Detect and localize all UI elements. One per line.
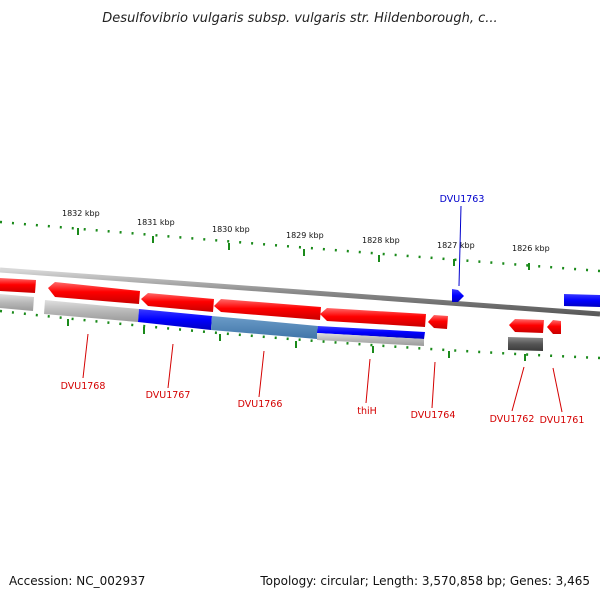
feature-steel	[211, 316, 318, 339]
gene-arrow-dvu1762[interactable]	[509, 319, 544, 333]
scale-tick	[143, 327, 145, 334]
gene-label-dvu1764[interactable]: DVU1764	[411, 410, 456, 421]
leader-line	[552, 367, 563, 413]
gene-arrow-dvu1763[interactable]	[452, 289, 464, 302]
scale-tick	[448, 351, 450, 358]
leader-line	[167, 343, 174, 389]
kbp-tick	[77, 228, 79, 235]
plus-strand-genes	[452, 289, 600, 307]
gene-label-dvu1763[interactable]: DVU1763	[440, 194, 485, 205]
kbp-label: 1831 kbp	[137, 218, 175, 227]
gene-labels: DVU1768 DVU1767 DVU1766 thiH DVU1764 DVU…	[61, 194, 585, 426]
accession-label: Accession: NC_002937	[9, 574, 146, 588]
map-title: Desulfovibrio vulgaris subsp. vulgaris s…	[102, 11, 497, 26]
feature-gray	[0, 294, 34, 311]
gene-arrow-dvu1764[interactable]	[428, 315, 448, 329]
kbp-tick	[378, 255, 380, 262]
gene-label-thih[interactable]: thiH	[357, 406, 377, 417]
leader-line	[458, 205, 462, 287]
kbp-label: 1829 kbp	[286, 231, 324, 240]
outer-scale-dots	[0, 220, 600, 273]
kbp-tick	[528, 263, 530, 270]
gene-label-dvu1761[interactable]: DVU1761	[540, 415, 585, 426]
kbp-label: 1832 kbp	[62, 209, 100, 218]
kbp-label: 1830 kbp	[212, 225, 250, 234]
feature-gray	[44, 300, 139, 322]
gene-arrow-thih[interactable]	[320, 308, 426, 327]
leader-line	[365, 358, 371, 404]
gene-label-dvu1767[interactable]: DVU1767	[146, 390, 191, 401]
leader-line	[511, 366, 525, 412]
feature-blue	[138, 309, 212, 330]
kbp-tick	[453, 259, 455, 266]
inner-position-scale	[0, 309, 600, 361]
gene-arrow-dvu1766[interactable]	[214, 299, 321, 320]
genome-summary: Topology: circular; Length: 3,570,858 bp…	[260, 574, 590, 588]
feature-blue	[317, 326, 425, 339]
gene-arrow-dvu1767[interactable]	[141, 293, 214, 312]
genome-backbone	[0, 267, 600, 317]
scale-tick	[295, 341, 297, 348]
gene-arrow-dvu1761[interactable]	[547, 320, 561, 334]
outer-position-scale: 1832 kbp 1831 kbp 1830 kbp 1829 kbp 1828…	[0, 209, 600, 273]
feature-gray	[317, 333, 424, 346]
gene-arrow-dvu1768[interactable]	[48, 282, 140, 304]
kbp-label: 1828 kbp	[362, 236, 400, 245]
scale-tick	[372, 346, 374, 353]
scale-tick	[67, 319, 69, 326]
leader-line	[431, 361, 436, 409]
gene-label-dvu1768[interactable]: DVU1768	[61, 381, 106, 392]
gene-arrow-left-edge[interactable]	[0, 278, 36, 293]
gene-leader-lines	[82, 205, 563, 413]
gene-label-dvu1766[interactable]: DVU1766	[238, 399, 283, 410]
leader-line	[258, 350, 265, 398]
gene-label-dvu1762[interactable]: DVU1762	[490, 414, 535, 425]
kbp-label: 1826 kbp	[512, 244, 550, 253]
scale-tick	[524, 354, 526, 361]
kbp-tick	[152, 236, 154, 243]
gene-arrow-right-edge[interactable]	[564, 294, 600, 307]
scale-tick	[219, 334, 221, 341]
minus-strand-genes	[0, 278, 561, 334]
inner-scale-dots	[0, 309, 600, 360]
feature-dark	[508, 337, 543, 351]
leader-line	[82, 333, 89, 379]
inner-feature-track	[0, 294, 543, 351]
kbp-tick	[303, 249, 305, 256]
kbp-label: 1827 kbp	[437, 241, 475, 250]
kbp-tick	[228, 243, 230, 250]
